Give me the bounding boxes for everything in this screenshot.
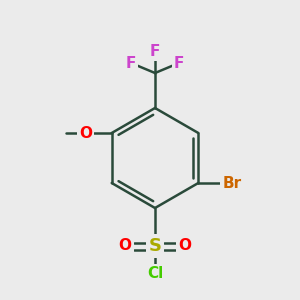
Text: O: O bbox=[79, 125, 92, 140]
Text: F: F bbox=[174, 56, 184, 70]
Text: Br: Br bbox=[223, 176, 242, 190]
Text: S: S bbox=[148, 237, 161, 255]
Text: F: F bbox=[150, 44, 160, 59]
Text: O: O bbox=[118, 238, 131, 253]
Text: O: O bbox=[178, 238, 191, 253]
Text: Cl: Cl bbox=[147, 266, 163, 281]
Text: F: F bbox=[126, 56, 136, 70]
